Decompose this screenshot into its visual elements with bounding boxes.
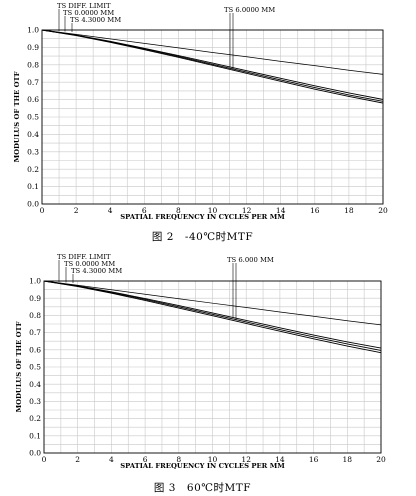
- x-tick-label: 18: [343, 455, 353, 464]
- series-line: [41, 29, 384, 104]
- grid: [43, 280, 382, 454]
- legend-entry: TS 6.0000 MM: [224, 6, 275, 14]
- series-line: [41, 29, 384, 75]
- x-tick-label: 4: [108, 206, 113, 215]
- y-tick-label: 0.2: [29, 414, 41, 423]
- x-tick-label: 6: [143, 455, 148, 464]
- x-tick-label: 14: [276, 206, 286, 215]
- y-tick-label: 1.0: [29, 277, 41, 286]
- y-tick-label: 0.8: [27, 60, 39, 69]
- x-tick-label: 2: [75, 455, 80, 464]
- y-tick-label: 0.7: [29, 328, 41, 337]
- figure-caption: 图 2 -40℃时MTF: [152, 231, 253, 243]
- y-tick-label: 0.3: [27, 147, 39, 156]
- x-tick-label: 16: [310, 206, 320, 215]
- y-tick-label: 0.2: [27, 165, 39, 174]
- x-tick-label: 2: [74, 206, 79, 215]
- x-tick-label: 4: [109, 455, 114, 464]
- x-tick-label: 8: [176, 455, 181, 464]
- y-tick-labels: 0.0 0.1 0.2 0.3 0.4 0.5 0.6 0.7 0.8 0.9 1.0: [27, 26, 39, 209]
- y-axis-label: MODULUS OF THE OTF: [13, 71, 21, 162]
- series-line: [43, 280, 382, 354]
- legend-entry: TS 0.0000 MM: [63, 9, 114, 17]
- y-tick-label: 0.4: [29, 380, 41, 389]
- mtf-chart-minus40: 0 2 4 6 8 10 12 14 16 18 200.00.10.20.30.40.50.60.…: [13, 2, 388, 243]
- series-line: [41, 29, 384, 102]
- y-tick-label: 0.8: [29, 311, 41, 320]
- y-tick-label: 0.9: [27, 43, 39, 52]
- x-tick-labels: 0 2 4 6 8 10 12 14 16 18 20: [40, 206, 388, 215]
- x-tick-label: 0: [40, 206, 45, 215]
- x-tick-labels: 0 2 4 6 8 10 12 14 16 18 20: [42, 455, 386, 464]
- series-line: [43, 280, 382, 349]
- figure-caption: 图 3 60℃时MTF: [154, 482, 251, 494]
- y-tick-label: 0.1: [29, 431, 41, 440]
- x-tick-label: 6: [142, 206, 147, 215]
- x-tick-label: 8: [176, 206, 181, 215]
- plot-frame: [43, 280, 382, 454]
- x-tick-label: 12: [241, 455, 251, 464]
- series-line: [43, 280, 382, 326]
- x-tick-label: 10: [208, 206, 218, 215]
- y-tick-label: 0.6: [27, 95, 39, 104]
- series-line: [43, 280, 382, 351]
- y-tick-label: 0.3: [29, 397, 41, 406]
- x-tick-label: 20: [376, 455, 386, 464]
- y-tick-labels: 0.0 0.1 0.2 0.3 0.4 0.5 0.6 0.7 0.8 0.9 1.0: [29, 277, 41, 458]
- y-tick-label: 1.0: [27, 26, 39, 35]
- x-tick-label: 10: [208, 455, 218, 464]
- y-tick-label: 0.0: [27, 200, 39, 209]
- x-tick-label: 14: [275, 455, 285, 464]
- legend-entry: TS 6.000 MM: [227, 256, 274, 264]
- plot-frame: [41, 29, 384, 205]
- x-axis-label: SPATIAL FREQUENCY IN CYCLES PER MM: [120, 213, 285, 221]
- y-tick-label: 0.4: [27, 130, 39, 139]
- x-axis-label: SPATIAL FREQUENCY IN CYCLES PER MM: [120, 462, 285, 470]
- series-lines: [41, 29, 384, 104]
- x-tick-label: 16: [309, 455, 319, 464]
- y-tick-label: 0.5: [27, 113, 39, 122]
- y-tick-label: 0.0: [29, 449, 41, 458]
- legend-entry: TS 4.3000 MM: [70, 16, 121, 24]
- y-tick-label: 0.6: [29, 345, 41, 354]
- x-tick-label: 0: [42, 455, 47, 464]
- y-axis-label: MODULUS OF THE OTF: [15, 321, 23, 412]
- legend-entry: TS 4.3000 MM: [71, 267, 122, 275]
- x-tick-label: 12: [242, 206, 252, 215]
- legend-entry: TS DIFF. LIMIT: [57, 253, 111, 261]
- y-tick-label: 0.5: [29, 363, 41, 372]
- x-tick-label: 18: [344, 206, 354, 215]
- y-tick-label: 0.7: [27, 78, 39, 87]
- x-tick-label: 20: [378, 206, 388, 215]
- legend-entry: TS 0.0000 MM: [64, 260, 115, 268]
- mtf-chart-60: 0 2 4 6 8 10 12 14 16 18 200.00.10.20.30.40.50.60.…: [15, 253, 386, 494]
- legend-entry: TS DIFF. LIMIT: [57, 2, 111, 10]
- y-tick-label: 0.9: [29, 294, 41, 303]
- y-tick-label: 0.1: [27, 182, 39, 191]
- grid: [41, 29, 384, 205]
- series-lines: [43, 280, 382, 354]
